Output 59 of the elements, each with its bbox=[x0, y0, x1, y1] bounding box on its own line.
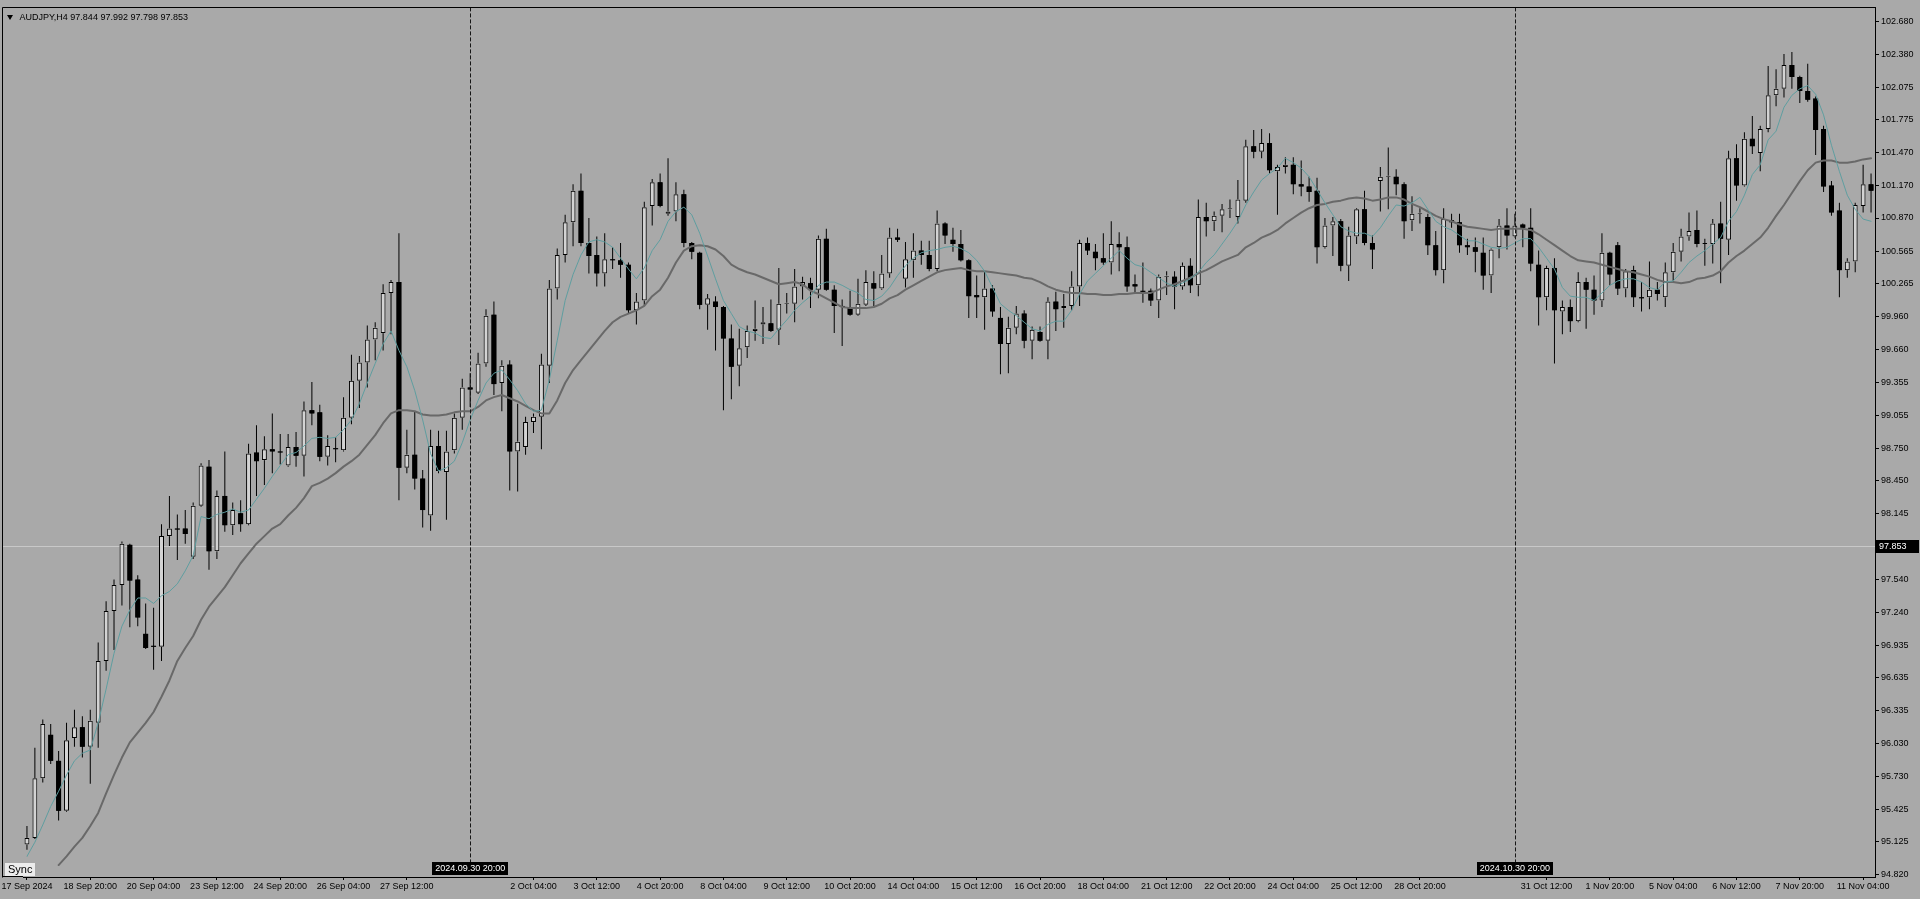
y-tick-label: 97.540 bbox=[1881, 574, 1909, 585]
x-tick-label: 3 Oct 12:00 bbox=[573, 880, 621, 891]
x-tick-label: 6 Nov 12:00 bbox=[1712, 880, 1761, 891]
x-tick-label: 21 Oct 12:00 bbox=[1140, 880, 1193, 891]
y-tick-label: 99.055 bbox=[1881, 409, 1909, 420]
x-tick-label: 23 Sep 12:00 bbox=[190, 880, 244, 891]
y-tick-label: 100.870 bbox=[1881, 212, 1914, 223]
y-tick-label: 102.075 bbox=[1881, 81, 1914, 92]
x-tick-label: 1 Nov 20:00 bbox=[1585, 880, 1635, 891]
x-tick-label: 22 Oct 20:00 bbox=[1204, 880, 1256, 891]
y-tick-label: 99.660 bbox=[1881, 343, 1909, 354]
y-tick-label: 101.775 bbox=[1881, 114, 1914, 125]
x-tick-label: 10 Oct 20:00 bbox=[824, 880, 876, 891]
x-tick-label: 17 Sep 2024 bbox=[1, 880, 53, 891]
x-tick-label: 16 Oct 20:00 bbox=[1014, 880, 1066, 891]
x-tick-label: 25 Oct 12:00 bbox=[1330, 880, 1383, 891]
x-tick-label: 15 Oct 12:00 bbox=[950, 880, 1003, 891]
y-tick-label: 99.960 bbox=[1881, 311, 1909, 322]
x-tick-label: 27 Sep 12:00 bbox=[380, 880, 434, 891]
x-tick-label: 31 Oct 12:00 bbox=[1520, 880, 1573, 891]
x-tick-label: 2024.10.30 20:00 bbox=[1479, 863, 1550, 874]
y-tick-label: 96.030 bbox=[1881, 737, 1909, 748]
x-tick-label: 8 Oct 04:00 bbox=[700, 880, 747, 891]
x-tick-label: 9 Oct 12:00 bbox=[763, 880, 811, 891]
y-tick-label: 96.635 bbox=[1881, 672, 1909, 683]
x-tick-label: 24 Sep 20:00 bbox=[253, 880, 307, 891]
button: Sync bbox=[5, 863, 36, 876]
y-tick-label: 95.730 bbox=[1881, 770, 1909, 781]
x-tick-label: 18 Sep 20:00 bbox=[63, 880, 118, 891]
y-tick-label: 98.145 bbox=[1881, 508, 1909, 519]
y-tick-label: 100.265 bbox=[1881, 278, 1914, 289]
y-tick-label: 102.380 bbox=[1881, 48, 1914, 59]
text: AUDJPY,H4 97.844 97.992 97.798 97.853 bbox=[19, 11, 188, 22]
x-tick-label: 4 Oct 20:00 bbox=[636, 880, 684, 891]
x-tick-label: 24 Oct 04:00 bbox=[1267, 880, 1320, 891]
y-tick-label: 102.680 bbox=[1881, 16, 1914, 26]
y-tick-label: 101.170 bbox=[1881, 179, 1914, 190]
x-tick-label: 28 Oct 20:00 bbox=[1394, 880, 1446, 891]
y-tick-label: 97.240 bbox=[1881, 606, 1909, 617]
x-tick-label: 5 Nov 04:00 bbox=[1648, 880, 1698, 891]
y-tick-label: 98.750 bbox=[1881, 442, 1909, 453]
x-tick-label: 18 Oct 04:00 bbox=[1077, 880, 1130, 891]
y-tick-label: 95.425 bbox=[1881, 803, 1909, 814]
x-tick-label: 7 Nov 20:00 bbox=[1775, 880, 1825, 891]
x-tick-label: 20 Sep 04:00 bbox=[126, 880, 181, 891]
x-tick-label: 26 Sep 04:00 bbox=[316, 880, 371, 891]
y-tick-label: 96.335 bbox=[1881, 704, 1909, 715]
y-tick-label: 101.470 bbox=[1881, 147, 1914, 158]
x-tick-label: 2 Oct 04:00 bbox=[510, 880, 557, 891]
y-tick-label: 96.935 bbox=[1881, 639, 1909, 650]
x-tick-label: 14 Oct 04:00 bbox=[887, 880, 940, 891]
y-tick-label: 100.565 bbox=[1881, 245, 1914, 256]
ref-line-label: 97.853 bbox=[1879, 540, 1907, 551]
y-tick-label: 99.355 bbox=[1881, 376, 1909, 387]
x-tick-label: 2024.09.30 20:00 bbox=[435, 863, 506, 874]
y-tick-label: 98.450 bbox=[1881, 475, 1909, 486]
y-tick-label: 95.125 bbox=[1881, 836, 1909, 847]
y-tick-label: 94.820 bbox=[1881, 869, 1909, 880]
x-tick-label: 11 Nov 04:00 bbox=[1836, 880, 1890, 891]
